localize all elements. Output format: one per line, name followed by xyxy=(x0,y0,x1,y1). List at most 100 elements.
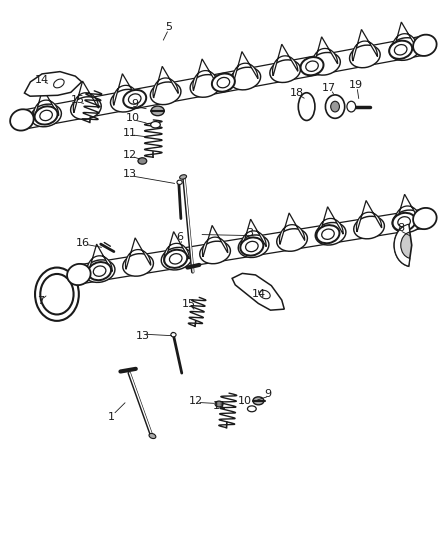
Polygon shape xyxy=(392,22,417,54)
Polygon shape xyxy=(279,213,305,245)
Text: 3: 3 xyxy=(246,229,253,238)
Polygon shape xyxy=(202,225,228,257)
Ellipse shape xyxy=(40,110,53,120)
Ellipse shape xyxy=(298,93,315,120)
Ellipse shape xyxy=(35,107,57,125)
Ellipse shape xyxy=(151,122,160,128)
Ellipse shape xyxy=(123,90,146,108)
Circle shape xyxy=(331,101,339,112)
Ellipse shape xyxy=(138,158,147,164)
Text: 10: 10 xyxy=(237,396,251,406)
Text: 11: 11 xyxy=(213,401,227,411)
Text: 13: 13 xyxy=(123,169,137,179)
Ellipse shape xyxy=(53,79,64,88)
Polygon shape xyxy=(21,36,426,130)
Ellipse shape xyxy=(93,266,106,276)
Ellipse shape xyxy=(67,264,91,285)
Ellipse shape xyxy=(277,229,307,251)
Polygon shape xyxy=(357,200,381,232)
Text: 14: 14 xyxy=(251,289,265,299)
Text: 18: 18 xyxy=(290,88,304,98)
Polygon shape xyxy=(25,71,82,96)
Ellipse shape xyxy=(164,250,187,268)
Text: 15: 15 xyxy=(182,299,196,309)
Text: 12: 12 xyxy=(123,150,137,159)
Text: 10: 10 xyxy=(126,114,140,123)
Ellipse shape xyxy=(10,109,34,131)
Ellipse shape xyxy=(230,67,261,90)
Ellipse shape xyxy=(190,75,221,97)
Circle shape xyxy=(325,95,345,118)
Ellipse shape xyxy=(110,90,141,112)
Ellipse shape xyxy=(413,35,437,56)
Ellipse shape xyxy=(315,222,346,245)
Ellipse shape xyxy=(151,106,164,116)
Text: 14: 14 xyxy=(35,75,49,85)
Polygon shape xyxy=(312,37,338,68)
Polygon shape xyxy=(318,207,343,238)
Ellipse shape xyxy=(392,213,416,231)
Ellipse shape xyxy=(123,254,153,276)
Ellipse shape xyxy=(354,216,385,239)
Ellipse shape xyxy=(413,208,437,229)
Ellipse shape xyxy=(350,45,380,68)
Polygon shape xyxy=(113,74,138,106)
Ellipse shape xyxy=(84,260,115,282)
Ellipse shape xyxy=(180,175,187,179)
Polygon shape xyxy=(126,238,151,269)
Text: 11: 11 xyxy=(123,128,137,138)
Ellipse shape xyxy=(389,41,412,59)
Text: 17: 17 xyxy=(322,83,336,93)
Ellipse shape xyxy=(392,210,423,232)
Polygon shape xyxy=(272,44,298,76)
Polygon shape xyxy=(193,59,218,91)
Ellipse shape xyxy=(306,61,318,71)
Ellipse shape xyxy=(217,77,230,88)
Ellipse shape xyxy=(149,433,156,439)
Ellipse shape xyxy=(71,97,101,119)
Ellipse shape xyxy=(321,229,334,239)
Polygon shape xyxy=(153,66,178,98)
Polygon shape xyxy=(87,244,112,276)
Ellipse shape xyxy=(31,104,61,127)
Polygon shape xyxy=(395,194,420,225)
Ellipse shape xyxy=(394,45,407,55)
Ellipse shape xyxy=(150,82,181,104)
Ellipse shape xyxy=(317,225,339,243)
Text: 16: 16 xyxy=(76,238,90,247)
Ellipse shape xyxy=(240,237,263,256)
Polygon shape xyxy=(241,219,266,251)
Ellipse shape xyxy=(215,401,223,407)
Ellipse shape xyxy=(128,94,141,104)
Polygon shape xyxy=(78,209,426,284)
Polygon shape xyxy=(233,52,258,83)
Text: 6: 6 xyxy=(176,232,183,242)
Text: 7: 7 xyxy=(37,296,44,306)
Ellipse shape xyxy=(389,38,420,60)
Ellipse shape xyxy=(170,254,182,264)
Ellipse shape xyxy=(212,74,235,92)
Text: 9: 9 xyxy=(131,100,138,109)
Ellipse shape xyxy=(88,262,111,280)
Ellipse shape xyxy=(200,241,230,264)
Ellipse shape xyxy=(253,397,264,405)
Ellipse shape xyxy=(310,52,340,75)
Text: 12: 12 xyxy=(189,396,203,406)
Text: 8: 8 xyxy=(397,223,404,233)
Text: 13: 13 xyxy=(135,331,149,341)
Circle shape xyxy=(347,101,356,112)
Ellipse shape xyxy=(300,57,324,75)
Text: 1: 1 xyxy=(108,412,115,422)
Polygon shape xyxy=(33,88,59,120)
Ellipse shape xyxy=(259,290,270,299)
Ellipse shape xyxy=(398,217,410,227)
Ellipse shape xyxy=(247,406,256,411)
Ellipse shape xyxy=(246,241,258,252)
Ellipse shape xyxy=(161,247,192,270)
Ellipse shape xyxy=(177,180,182,184)
Ellipse shape xyxy=(238,235,269,257)
Polygon shape xyxy=(164,232,189,263)
Polygon shape xyxy=(352,29,378,61)
Wedge shape xyxy=(394,224,410,266)
Polygon shape xyxy=(232,273,284,310)
